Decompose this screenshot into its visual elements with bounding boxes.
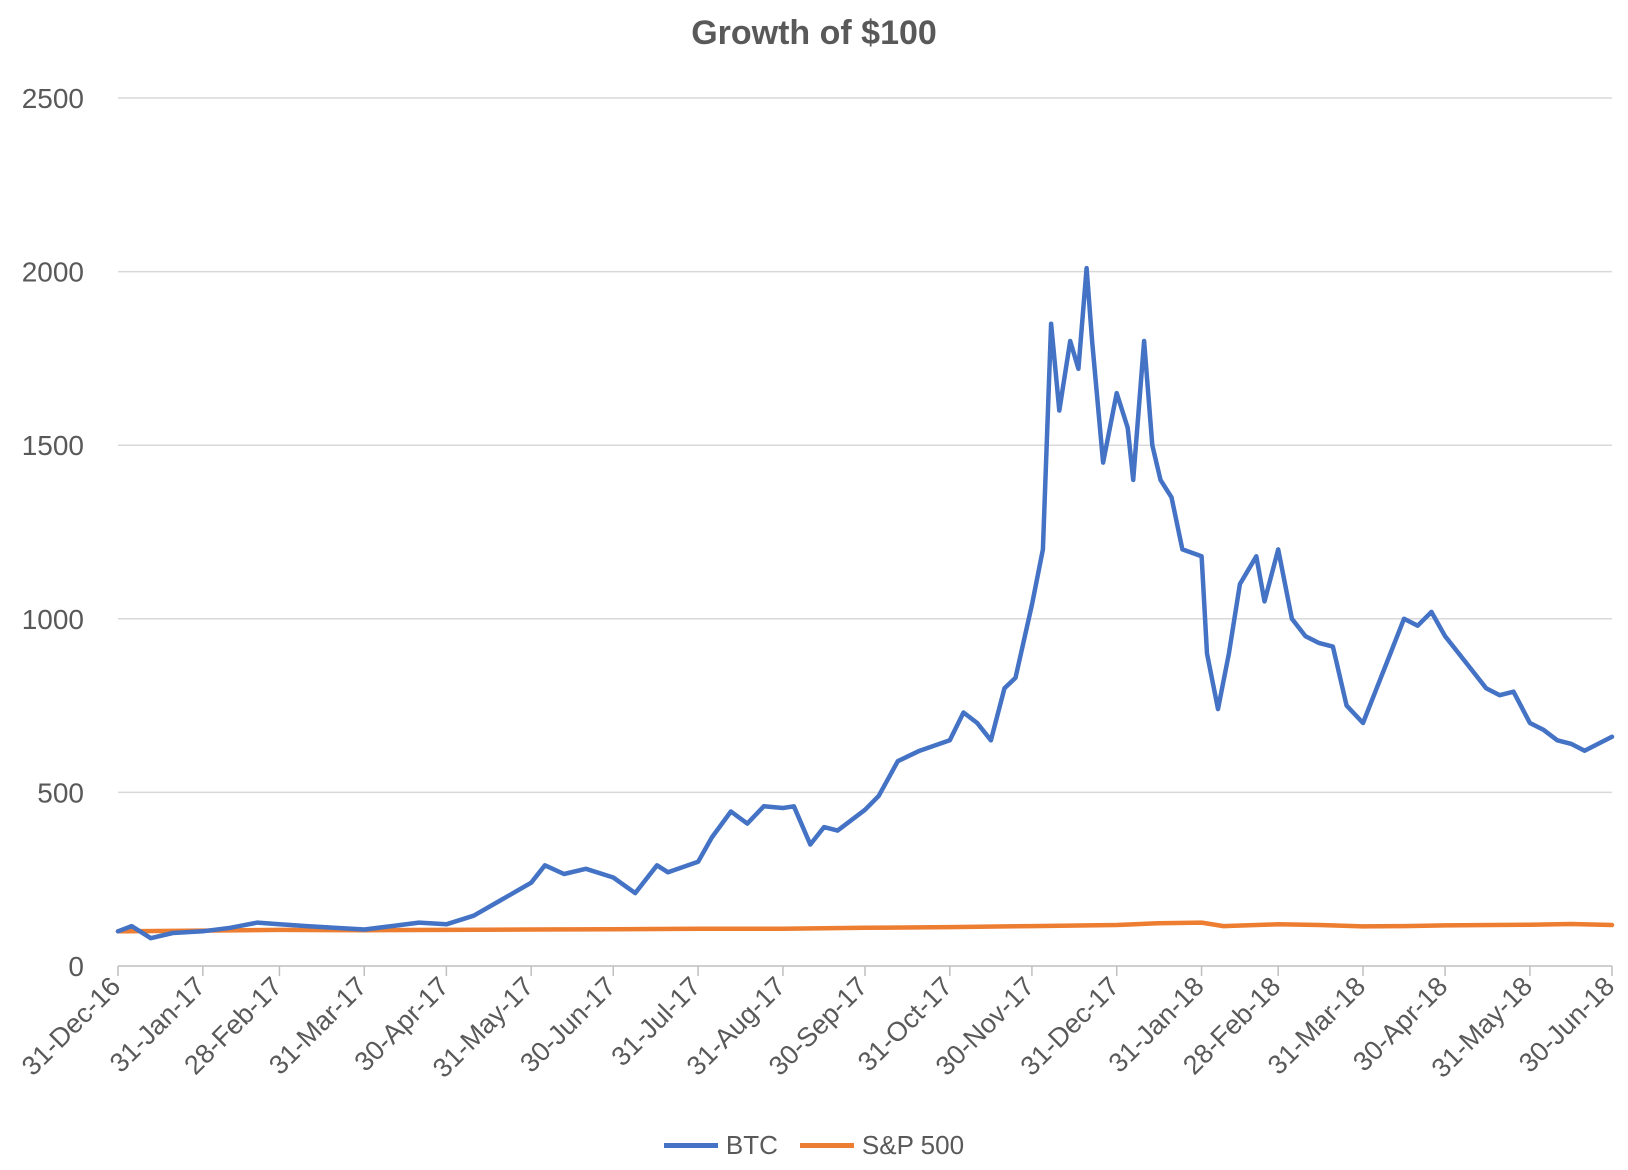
y-tick-label: 1000 — [22, 604, 84, 635]
y-tick-label: 0 — [68, 951, 84, 982]
y-tick-label: 2500 — [22, 83, 84, 114]
series-line-btc — [115, 265, 1615, 941]
legend: BTC S&P 500 — [0, 1130, 1628, 1161]
y-tick-label: 1500 — [22, 430, 84, 461]
legend-label-sp500: S&P 500 — [861, 1130, 965, 1160]
legend-swatch-btc — [663, 1143, 718, 1148]
series-lines — [115, 265, 1615, 941]
legend-label-btc: BTC — [725, 1130, 778, 1160]
x-axis: 31-Dec-1631-Jan-1728-Feb-1731-Mar-1730-A… — [16, 965, 1620, 1084]
legend-item-sp500: S&P 500 — [799, 1130, 965, 1161]
legend-item-btc: BTC — [663, 1130, 778, 1161]
y-tick-label: 2000 — [22, 257, 84, 288]
y-axis-ticks: 0 500 1000 1500 2000 2500 — [22, 83, 84, 982]
y-tick-label: 500 — [37, 777, 84, 808]
gridlines — [118, 97, 1612, 794]
legend-swatch-sp500 — [799, 1143, 854, 1148]
x-tick-label: 31-Dec-16 — [16, 971, 126, 1081]
series-line-sp500 — [115, 920, 1615, 934]
chart-title: Growth of $100 — [691, 14, 937, 52]
